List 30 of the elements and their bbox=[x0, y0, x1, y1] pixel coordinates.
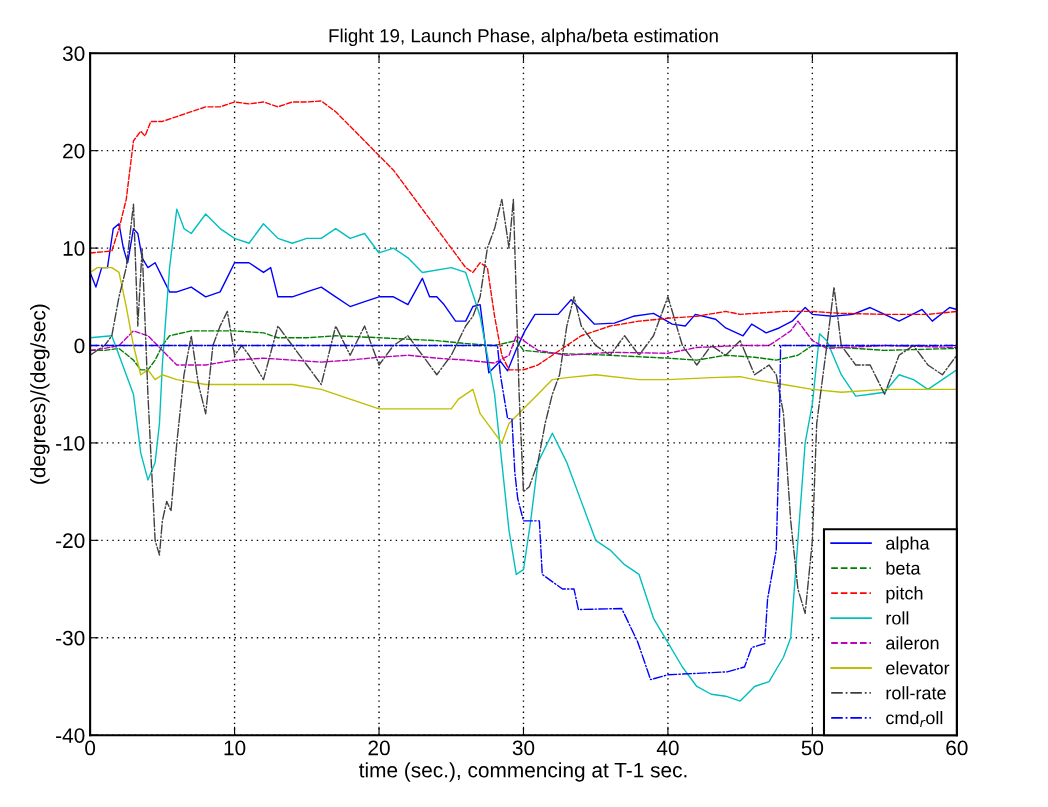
x-tick-label: 50 bbox=[801, 740, 824, 756]
line-series bbox=[90, 208, 957, 702]
y-tick-label: 30 bbox=[62, 46, 85, 62]
x-tick-label: 40 bbox=[656, 740, 679, 756]
x-tick-label: 10 bbox=[224, 740, 246, 756]
x-tick-label: 0 bbox=[85, 740, 96, 756]
x-tick-label: 60 bbox=[946, 740, 968, 756]
y-tick-label: -30 bbox=[56, 630, 85, 646]
y-tick-label: 10 bbox=[63, 241, 85, 256]
line-series bbox=[90, 100, 957, 371]
chart-title: Flight 19, Launch Phase, alpha/beta estimation bbox=[329, 28, 718, 47]
y-tick-label: -40 bbox=[56, 728, 85, 743]
legend-label: aileron bbox=[886, 636, 939, 650]
legend-label: roll bbox=[886, 611, 909, 625]
line-series bbox=[90, 320, 957, 366]
y-tick-label: 0 bbox=[74, 338, 85, 354]
y-axis-title: (degrees)/(deg/sec) bbox=[30, 304, 50, 484]
legend-label: roll-rate bbox=[886, 686, 946, 700]
y-tick-label: 20 bbox=[63, 143, 85, 159]
y-tick-label: -20 bbox=[56, 533, 85, 549]
legend-label: beta bbox=[886, 561, 921, 575]
x-axis-title: time (sec.), commencing at T-1 sec. bbox=[359, 762, 687, 782]
legend-label: alpha bbox=[886, 536, 930, 554]
legend-label: elevator bbox=[886, 661, 950, 675]
x-tick-label: 20 bbox=[368, 740, 390, 756]
y-tick-label: -10 bbox=[56, 435, 85, 451]
line-series bbox=[90, 266, 957, 444]
x-tick-label: 30 bbox=[512, 740, 535, 756]
legend-label: pitch bbox=[886, 586, 923, 604]
legend-label: cmd$_{r}$oll bbox=[886, 711, 943, 728]
